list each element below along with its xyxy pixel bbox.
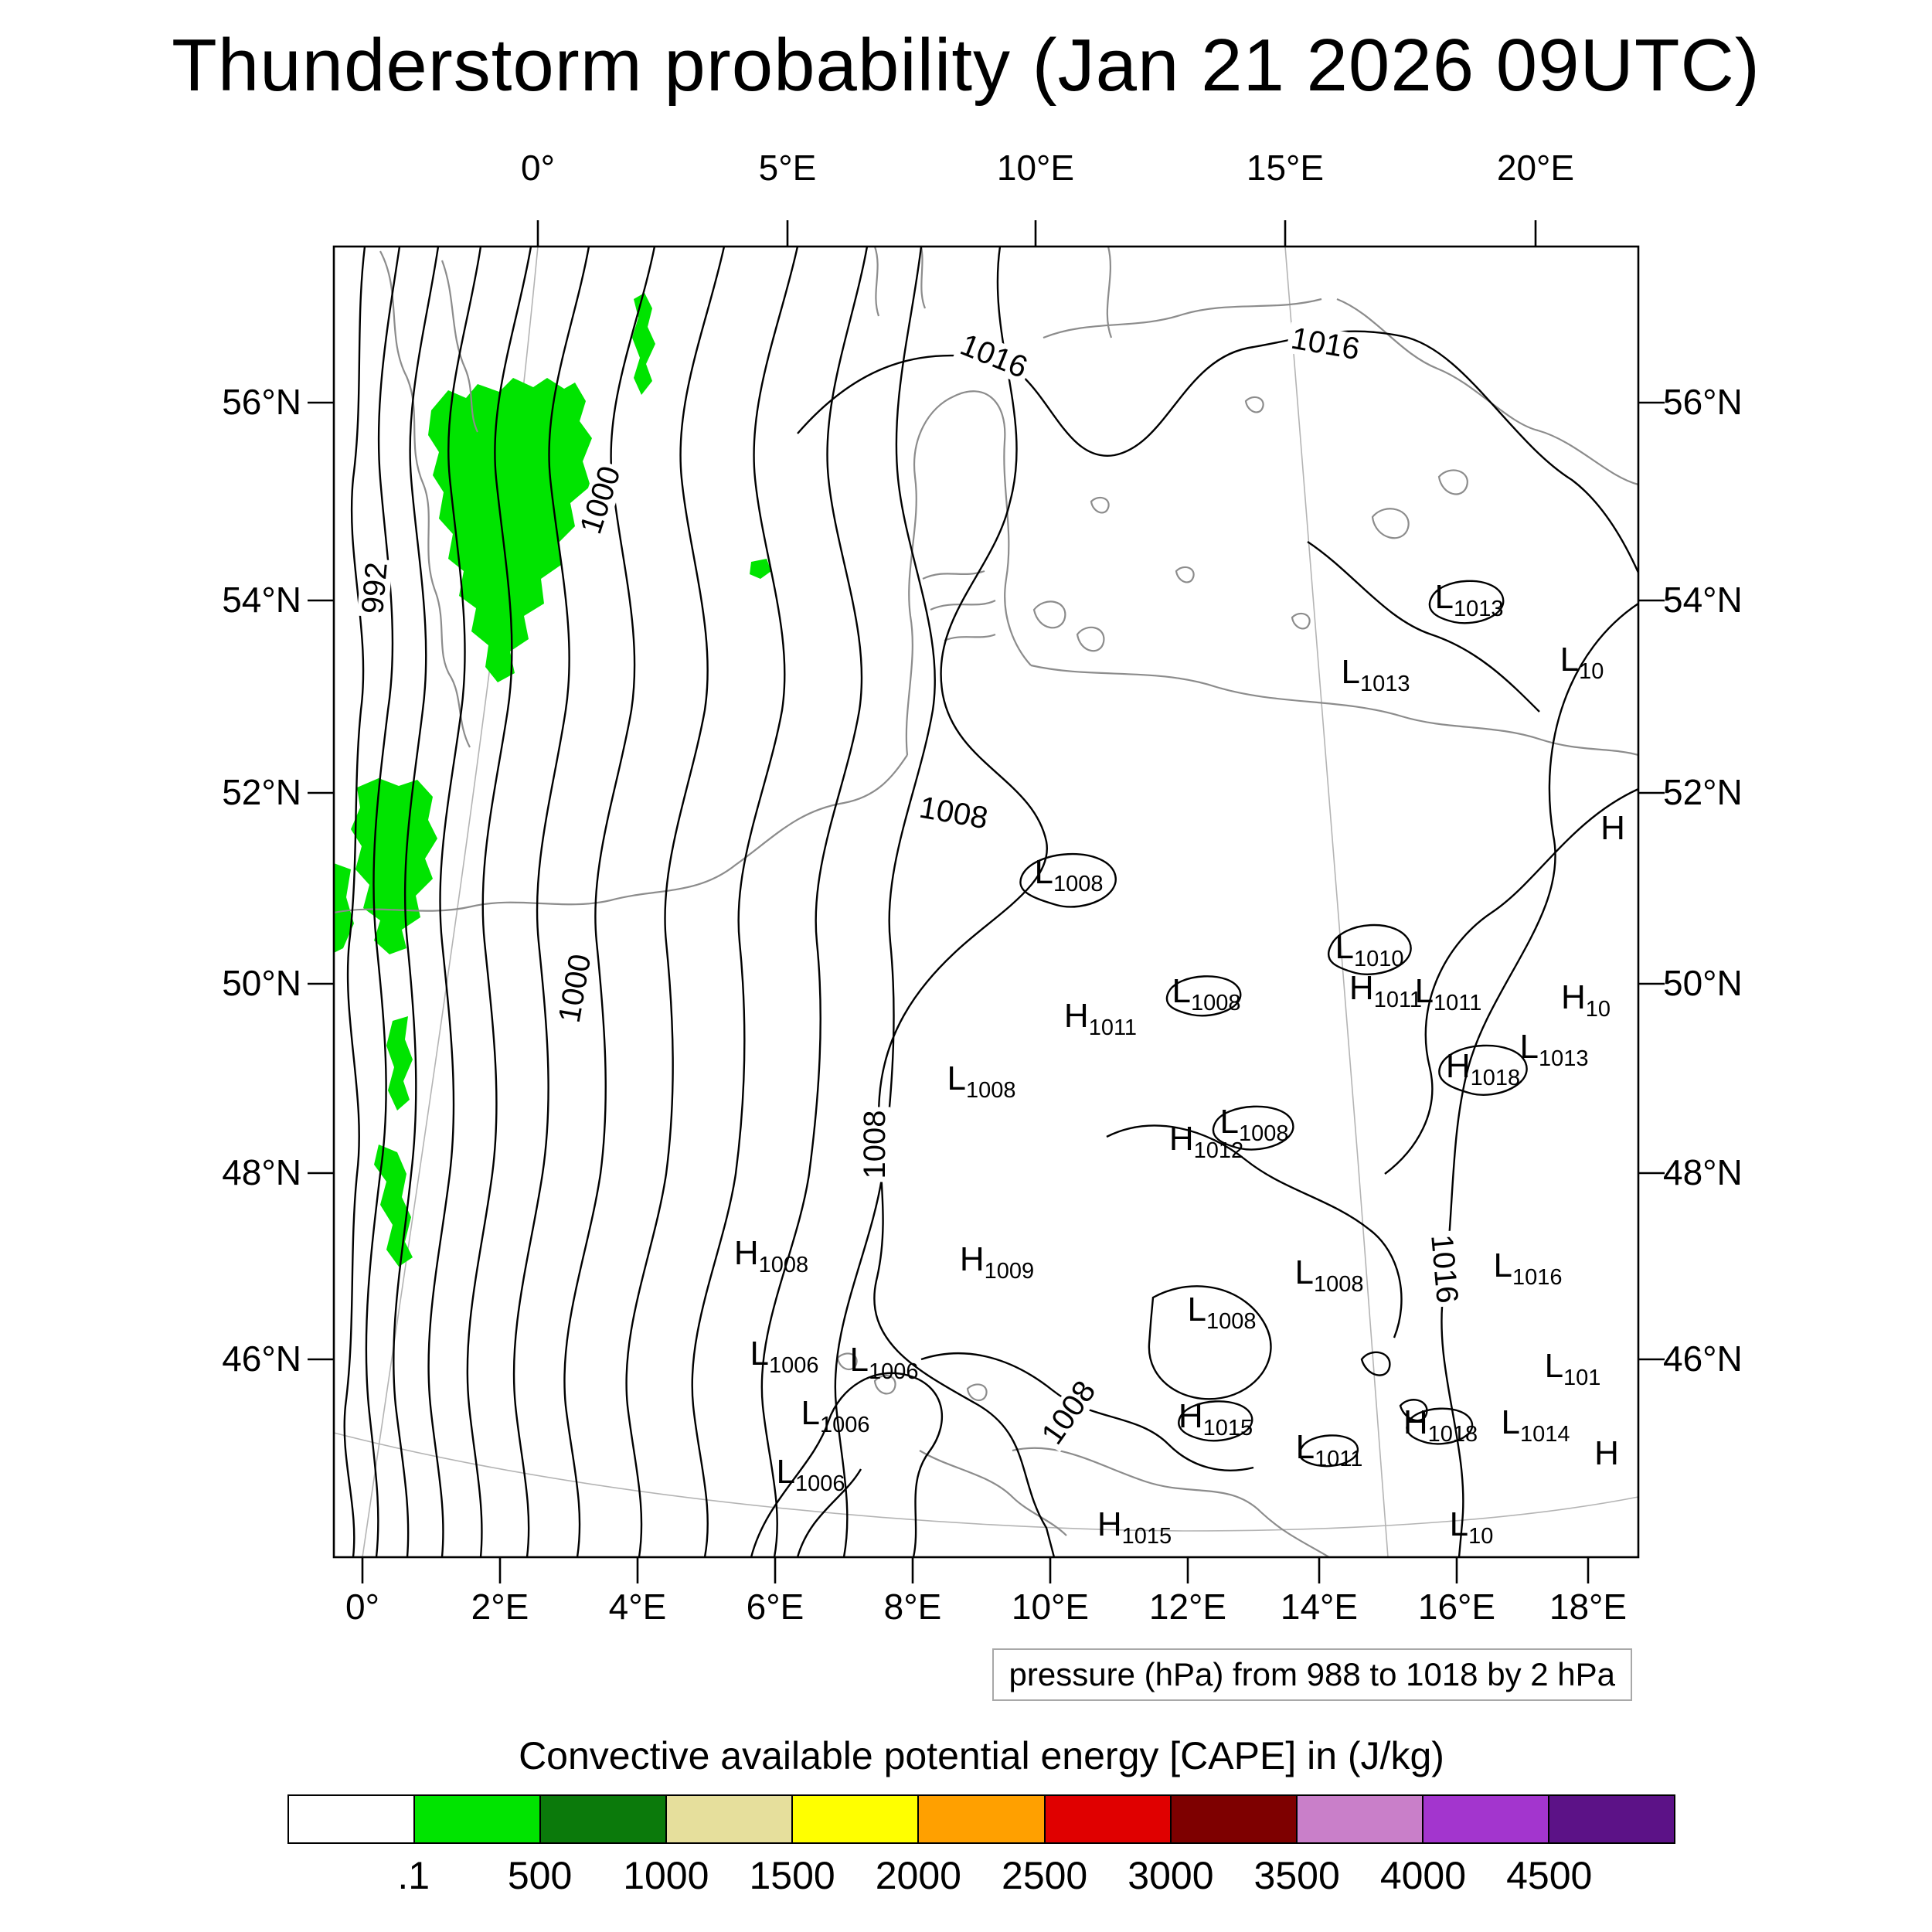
pressure-center: L1006 — [776, 1453, 845, 1496]
bottom-axis-tick-label: 18°E — [1549, 1587, 1628, 1627]
pressure-center: L101 — [1544, 1347, 1601, 1390]
weather-map-canvas — [308, 220, 1665, 1583]
cape-swatch — [1421, 1794, 1549, 1844]
colorbar-title: Convective available potential energy [C… — [519, 1734, 1444, 1777]
cape-swatch — [917, 1794, 1046, 1844]
pressure-center: H — [1594, 1434, 1619, 1473]
pressure-center: H1012 — [1168, 1120, 1244, 1163]
cape-swatch — [1043, 1794, 1172, 1844]
cape-swatch — [791, 1794, 920, 1844]
pressure-center: L1006 — [849, 1341, 919, 1384]
map-frame — [332, 245, 1640, 1559]
cape-swatch — [1169, 1794, 1298, 1844]
pressure-center: L10 — [1560, 641, 1604, 684]
top-axis-tick-label: 5°E — [758, 148, 817, 188]
top-axis-tick-label: 0° — [521, 148, 555, 188]
cape-colorbar — [287, 1794, 1676, 1844]
cape-tick-label: 4000 — [1379, 1854, 1467, 1897]
pressure-center: H1011 — [1063, 997, 1138, 1040]
bottom-axis-tick-label: 16°E — [1417, 1587, 1496, 1627]
pressure-center: H — [1600, 809, 1625, 848]
cape-tick-label: 4500 — [1506, 1854, 1593, 1897]
right-axis-tick-label: 50°N — [1663, 963, 1743, 1003]
pressure-center: L1006 — [801, 1394, 870, 1437]
right-axis-tick-label: 48°N — [1663, 1152, 1743, 1192]
pressure-contour-lines — [343, 246, 1640, 1558]
isobar-label: 1016 — [1424, 1230, 1464, 1308]
left-axis-tick-label: 50°N — [222, 963, 301, 1003]
pressure-center: L1013 — [1434, 578, 1504, 621]
right-axis-tick-label: 52°N — [1663, 772, 1743, 812]
bottom-axis-tick-label: 10°E — [1011, 1587, 1090, 1627]
right-axis-tick-label: 54°N — [1663, 580, 1743, 620]
pressure-center: H1008 — [733, 1234, 809, 1277]
cape-tick-label: 3500 — [1253, 1854, 1340, 1897]
pressure-center: L1011 — [1295, 1428, 1363, 1471]
axis-tick-marks — [308, 220, 1665, 1583]
left-axis-tick-label: 46°N — [222, 1338, 301, 1379]
pressure-center: H1009 — [959, 1240, 1035, 1284]
cape-swatch — [539, 1794, 668, 1844]
cape-tick-label: 3000 — [1128, 1854, 1214, 1897]
pressure-center: H1018 — [1445, 1047, 1521, 1090]
bottom-axis-tick-label: 0° — [345, 1587, 379, 1627]
top-axis-tick-label: 10°E — [996, 148, 1075, 188]
bottom-axis-tick-label: 14°E — [1280, 1587, 1359, 1627]
pressure-center: H1015 — [1178, 1397, 1253, 1440]
pressure-center: L1008 — [947, 1060, 1016, 1103]
bottom-axis-tick-label: 4°E — [608, 1587, 667, 1627]
left-axis-tick-label: 52°N — [222, 772, 301, 812]
bottom-axis-tick-label: 8°E — [883, 1587, 942, 1627]
pressure-center: L1008 — [1219, 1103, 1289, 1146]
left-axis-tick-label: 48°N — [222, 1152, 301, 1192]
cape-colorbar-tick-labels: .1 500 1000 1500 2000 2500 3000 3500 400… — [287, 1853, 1675, 1900]
right-axis-tick-label: 56°N — [1663, 382, 1743, 422]
top-axis-tick-label: 15°E — [1246, 148, 1325, 188]
pressure-center: L1013 — [1341, 653, 1410, 696]
pressure-center: H1018 — [1403, 1403, 1478, 1447]
isobar-label: 1008 — [858, 1107, 892, 1182]
isobar-label: 992 — [355, 558, 394, 618]
page-title: Thunderstorm probability (Jan 21 2026 09… — [172, 24, 1760, 107]
right-axis-tick-label: 46°N — [1663, 1338, 1743, 1379]
cape-swatch — [413, 1794, 542, 1844]
pressure-center: L1008 — [1294, 1253, 1364, 1297]
pressure-center: L1010 — [1335, 928, 1404, 971]
cape-tick-label: 500 — [507, 1854, 573, 1897]
cape-tick-label: 2500 — [1002, 1854, 1088, 1897]
top-axis-tick-label: 20°E — [1496, 148, 1575, 188]
cape-tick-label: 1000 — [623, 1854, 709, 1897]
cape-swatch — [1295, 1794, 1423, 1844]
cape-tick-label: 2000 — [875, 1854, 961, 1897]
pressure-center: H10 — [1560, 978, 1611, 1022]
pressure-center: H1011 — [1349, 969, 1423, 1012]
cape-swatch — [1547, 1794, 1676, 1844]
bottom-axis-tick-label: 12°E — [1148, 1587, 1227, 1627]
cape-tick-label: 1500 — [749, 1854, 835, 1897]
pressure-center: L10 — [1449, 1505, 1494, 1549]
weather-map: 1016 1016 992 1000 1000 1008 1008 1016 1… — [308, 220, 1665, 1583]
pressure-contour-note: pressure (hPa) from 988 to 1018 by 2 hPa — [992, 1648, 1632, 1701]
pressure-center: L1013 — [1519, 1028, 1589, 1071]
pressure-center: L1006 — [750, 1335, 819, 1378]
pressure-center: L1008 — [1034, 853, 1104, 896]
pressure-center: H1015 — [1097, 1505, 1172, 1549]
cape-shaded-areas — [334, 293, 771, 1267]
pressure-center: L1014 — [1501, 1403, 1570, 1447]
pressure-center: L1016 — [1493, 1247, 1563, 1290]
bottom-axis-tick-label: 6°E — [746, 1587, 804, 1627]
cape-swatch — [665, 1794, 794, 1844]
cape-swatch — [287, 1794, 416, 1844]
left-axis-tick-label: 56°N — [222, 382, 301, 422]
pressure-center: L1011 — [1414, 972, 1482, 1015]
left-axis-tick-label: 54°N — [222, 580, 301, 620]
pressure-center: L1008 — [1172, 972, 1241, 1015]
bottom-axis-tick-label: 2°E — [471, 1587, 529, 1627]
pressure-center: L1008 — [1187, 1291, 1257, 1334]
cape-tick-label: .1 — [397, 1854, 430, 1897]
